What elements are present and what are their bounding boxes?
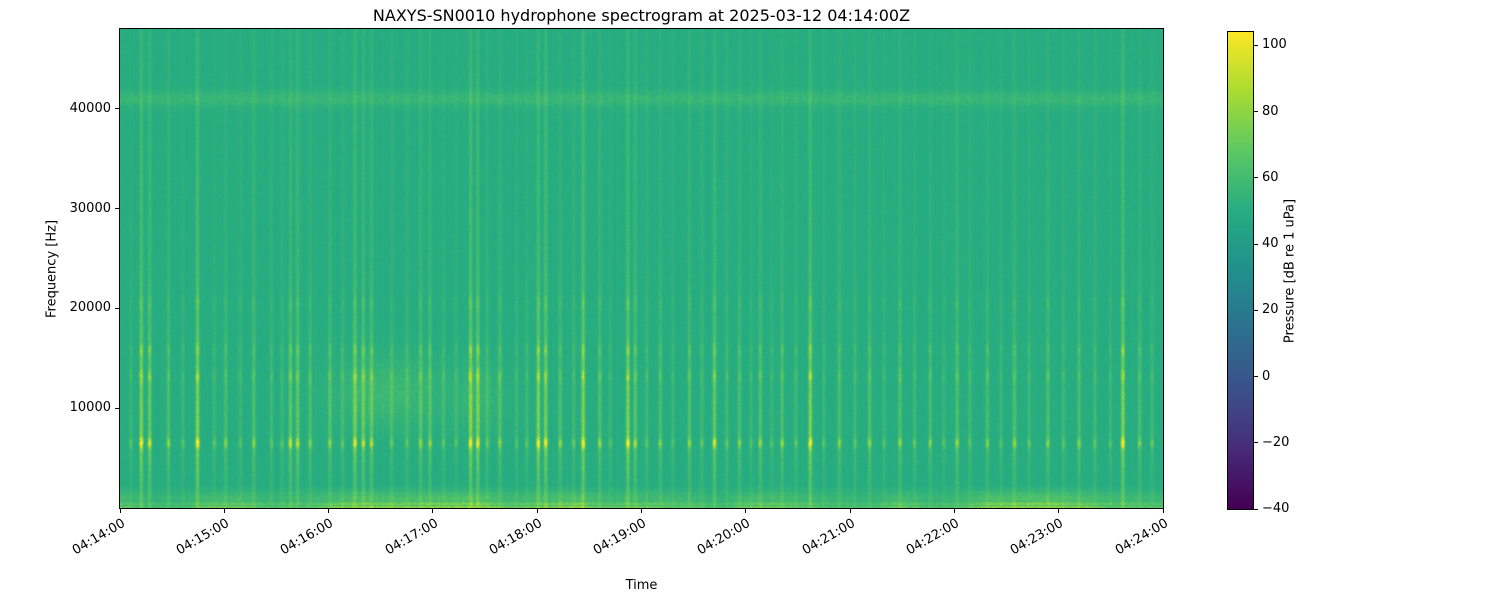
x-tick-mark bbox=[641, 509, 642, 513]
colorbar-tick-mark bbox=[1254, 44, 1258, 46]
x-tick-label: 04:23:00 bbox=[1008, 516, 1067, 559]
y-tick-mark bbox=[115, 407, 119, 409]
y-tick-mark bbox=[115, 307, 119, 309]
x-tick-label: 04:14:00 bbox=[69, 516, 128, 559]
y-tick-mark bbox=[115, 108, 119, 110]
x-tick-mark bbox=[536, 509, 538, 513]
spectrogram-image bbox=[120, 29, 1163, 508]
x-tick-mark bbox=[745, 509, 747, 513]
x-tick-mark bbox=[1058, 509, 1060, 513]
x-tick-mark bbox=[1162, 509, 1164, 513]
x-tick-mark bbox=[849, 509, 851, 513]
colorbar-tick-label: 80 bbox=[1262, 103, 1279, 119]
x-tick-label: 04:15:00 bbox=[173, 516, 232, 559]
x-tick-label: 04:17:00 bbox=[382, 516, 441, 559]
x-tick-mark bbox=[119, 509, 121, 513]
colorbar-tick-mark bbox=[1254, 111, 1258, 112]
x-tick-label: 04:22:00 bbox=[903, 516, 962, 559]
chart-title: NAXYS-SN0010 hydrophone spectrogram at 2… bbox=[372, 6, 911, 25]
x-tick-label: 04:24:00 bbox=[1112, 516, 1171, 559]
colorbar-tick-label: −20 bbox=[1262, 434, 1290, 450]
colorbar-tick-label: 100 bbox=[1262, 37, 1287, 53]
colorbar-tick-mark bbox=[1254, 177, 1258, 179]
x-tick-label: 04:19:00 bbox=[590, 516, 649, 559]
colorbar-tick-mark bbox=[1254, 508, 1258, 510]
y-tick-label: 10000 bbox=[69, 400, 111, 416]
y-tick-mark bbox=[115, 208, 119, 210]
x-tick-mark bbox=[328, 509, 330, 513]
colorbar-tick-label: 20 bbox=[1262, 302, 1279, 318]
colorbar-tick-mark bbox=[1254, 442, 1258, 444]
colorbar-tick-label: 0 bbox=[1262, 368, 1271, 384]
colorbar-tick-mark bbox=[1254, 376, 1258, 377]
x-tick-mark bbox=[953, 509, 955, 513]
colorbar-label: Pressure [dB re 1 uPa] bbox=[1282, 198, 1298, 343]
colorbar-tick-mark bbox=[1254, 243, 1258, 245]
colorbar-tick-label: 40 bbox=[1262, 236, 1279, 251]
colorbar-gradient bbox=[1228, 32, 1253, 509]
x-tick-label: 04:18:00 bbox=[486, 516, 545, 559]
x-tick-label: 04:21:00 bbox=[799, 516, 858, 559]
colorbar-tick-label: 60 bbox=[1262, 169, 1279, 185]
colorbar-tick-label: −40 bbox=[1262, 501, 1290, 516]
y-tick-label: 40000 bbox=[69, 100, 111, 116]
x-axis-label: Time bbox=[625, 578, 658, 593]
x-tick-label: 04:16:00 bbox=[278, 516, 337, 559]
x-tick-label: 04:20:00 bbox=[695, 516, 754, 559]
y-tick-label: 20000 bbox=[69, 300, 111, 316]
y-tick-label: 30000 bbox=[69, 200, 111, 216]
x-tick-mark bbox=[223, 509, 225, 513]
x-tick-mark bbox=[432, 509, 434, 513]
colorbar-tick-mark bbox=[1254, 309, 1258, 311]
